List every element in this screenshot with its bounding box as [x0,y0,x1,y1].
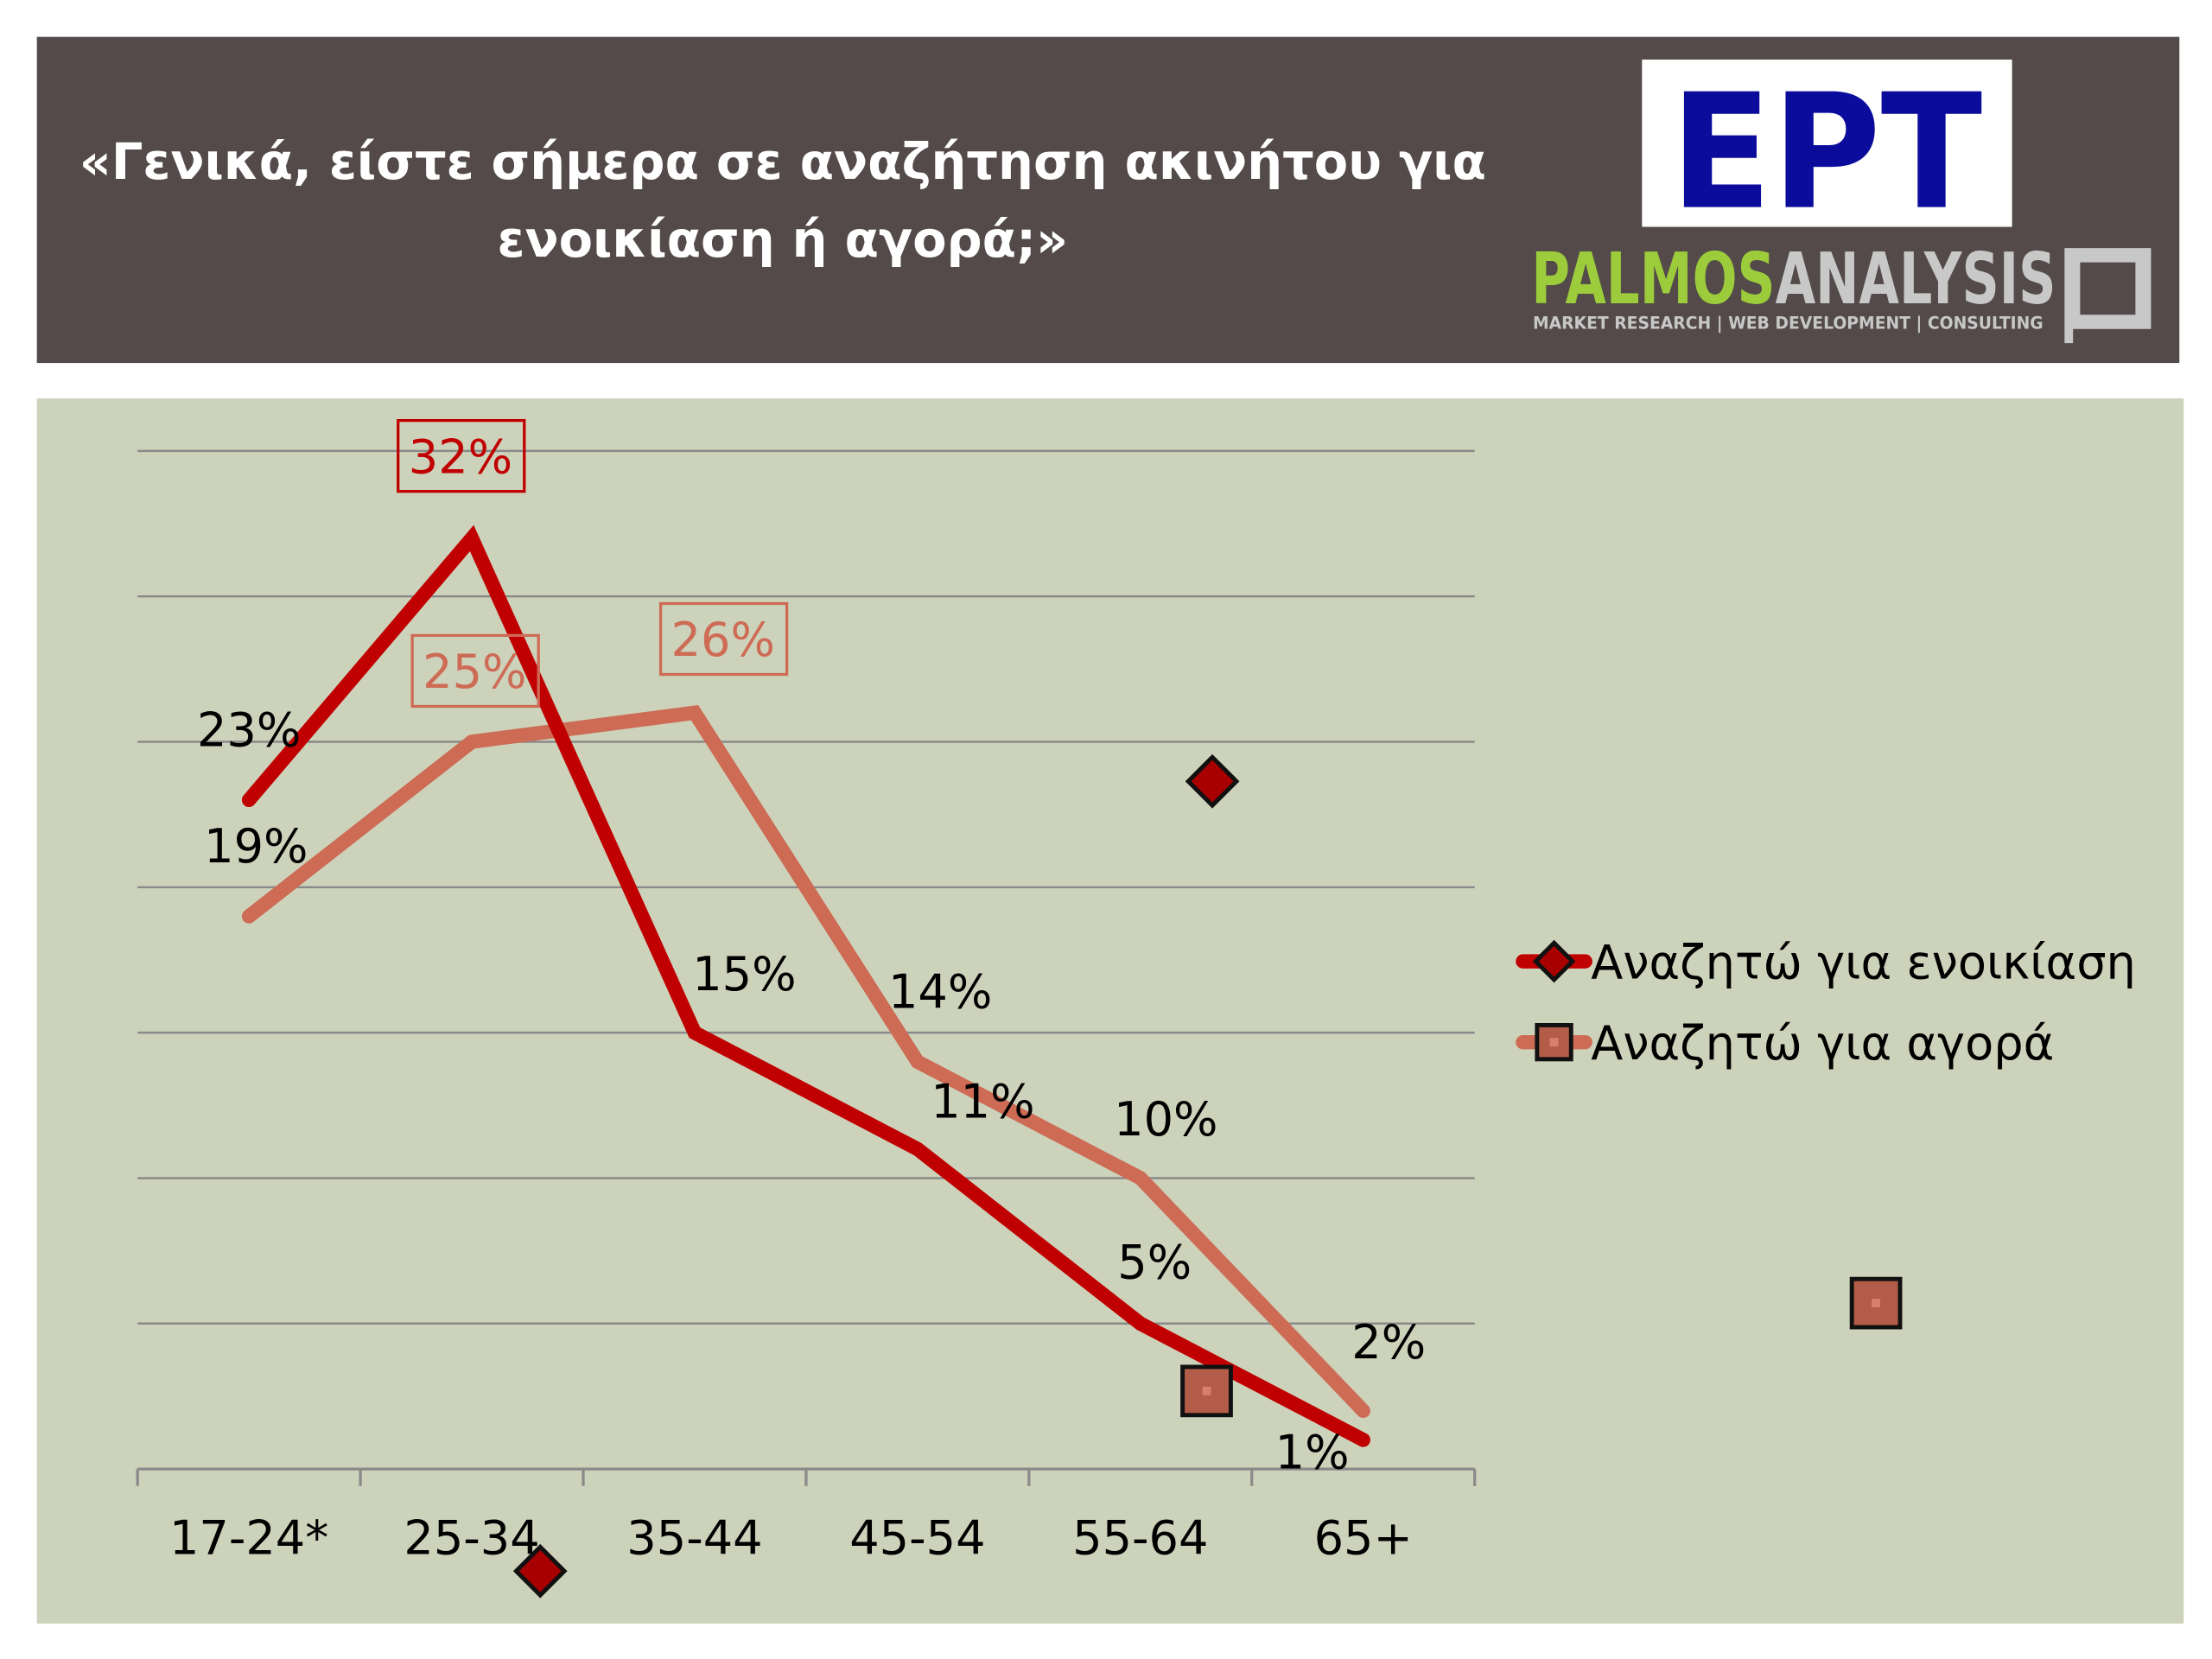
ert-logo: ΕΡΤ [1642,59,2012,245]
data-label: 1% [1275,1425,1350,1479]
x-axis: 17-24* 25-34 35-44 45-54 55-64 65+ [136,1467,1477,1566]
data-label: 5% [1117,1235,1192,1289]
x-tick-label: 65+ [1314,1511,1413,1566]
header-title-line-1: «Γενικά, είστε σήμερα σε αναζήτηση ακινή… [79,133,1486,191]
palmos-analysis-logo: PALMOS ANALYSIS MARKET RESEARCH | WEB DE… [1531,238,2152,344]
stray-markers [512,753,1903,1599]
bracket-icon [2064,248,2152,344]
square-marker-center [1872,1299,1880,1308]
chart-background [36,398,2184,1624]
svg-text:ANALYSIS: ANALYSIS [1776,238,2056,321]
x-tick-label: 35-44 [626,1511,762,1566]
x-tick-label: 55-64 [1072,1511,1208,1566]
data-label: 26% [671,613,775,667]
legend-label: Αναζητώ για αγορά [1591,1016,2054,1071]
legend-label: Αναζητώ για ενοικίαση [1591,935,2136,989]
data-label: 10% [1114,1092,1217,1147]
x-tick-label: 45-54 [849,1511,985,1566]
diamond-marker [512,1543,568,1599]
data-label: 14% [888,964,992,1019]
data-label: 23% [197,702,301,757]
data-label: 2% [1351,1315,1426,1370]
x-tick-label: 17-24* [169,1511,328,1566]
diamond-marker [1185,753,1240,809]
data-label: 11% [931,1075,1034,1129]
data-label: 15% [692,947,796,1001]
data-label: 19% [204,819,308,874]
series-lines [241,524,1370,1447]
svg-text:MARKET RESEARCH | WEB DEVELOPM: MARKET RESEARCH | WEB DEVELOPMENT | CONS… [1533,314,2044,334]
data-label-box [397,418,526,493]
series-line-1 [241,705,1370,1418]
legend-square-icon-center [1549,1038,1559,1047]
data-labels: 23% 32% 15% 11% 5% 1% 19% 25% 26% 14% 10% 2% [197,418,1426,1479]
data-label: 32% [409,429,512,484]
gridlines [137,449,1475,1325]
data-label: 25% [423,645,526,699]
header-title-line-2: ενοικίαση ή αγορά;» [498,211,1069,269]
data-label-box [410,633,540,709]
data-label-box [658,601,789,677]
x-tick-label: 25-34 [404,1511,539,1566]
svg-text:PALMOS: PALMOS [1531,238,1775,321]
svg-text:ΕΡΤ: ΕΡΤ [1670,60,1982,245]
square-marker-center [1202,1386,1211,1395]
legend: Αναζητώ για ενοικίαση Αναζητώ για αγορά [1516,935,2136,1071]
series-line-0 [241,524,1370,1447]
header: «Γενικά, είστε σήμερα σε αναζήτηση ακινή… [36,36,2180,364]
legend-diamond-icon [1532,939,1576,983]
